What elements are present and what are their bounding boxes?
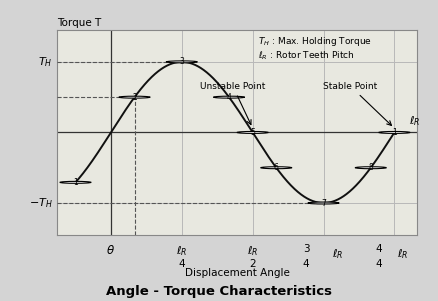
Text: 6: 6 (273, 163, 278, 172)
Text: $\mathit{\ell}_R$: $\mathit{\ell}_R$ (247, 244, 258, 258)
Text: Stable Point: Stable Point (322, 82, 391, 126)
Text: 4: 4 (302, 259, 309, 269)
Ellipse shape (213, 96, 244, 98)
Ellipse shape (307, 202, 338, 204)
Ellipse shape (237, 132, 268, 133)
Text: $\mathit{\ell}_R$: $\mathit{\ell}_R$ (331, 247, 343, 261)
Text: $T_H$: $T_H$ (38, 55, 53, 69)
Text: $T_H$ : Max. Holding Torque: $T_H$ : Max. Holding Torque (258, 35, 371, 48)
Text: 2: 2 (249, 259, 255, 269)
Text: 3: 3 (179, 57, 184, 66)
Text: 4: 4 (374, 244, 381, 254)
Text: $\mathit{\ell}_R$ : Rotor Teeth Pitch: $\mathit{\ell}_R$ : Rotor Teeth Pitch (258, 49, 354, 62)
Text: Angle - Torque Characteristics: Angle - Torque Characteristics (106, 285, 332, 298)
Ellipse shape (378, 132, 409, 133)
Text: 5: 5 (250, 128, 254, 137)
Ellipse shape (166, 61, 197, 63)
Text: Torque T: Torque T (57, 18, 101, 28)
Text: 4: 4 (374, 259, 381, 269)
Text: $\theta$: $\theta$ (106, 244, 115, 257)
Text: 8: 8 (367, 163, 372, 172)
Text: $\mathit{\ell}_R$: $\mathit{\ell}_R$ (408, 114, 419, 128)
Text: $\mathit{\ell}_R$: $\mathit{\ell}_R$ (176, 244, 187, 258)
Text: 1: 1 (391, 128, 396, 137)
Ellipse shape (260, 167, 291, 169)
Text: 4: 4 (178, 259, 185, 269)
Text: Displacement Angle: Displacement Angle (184, 268, 289, 278)
Text: 2: 2 (132, 93, 137, 102)
Text: 1: 1 (73, 178, 78, 187)
Ellipse shape (119, 96, 150, 98)
Text: Unstable Point: Unstable Point (200, 82, 265, 125)
Text: $\mathit{\ell}_R$: $\mathit{\ell}_R$ (396, 247, 408, 261)
Text: $-T_H$: $-T_H$ (29, 196, 53, 210)
Text: 3: 3 (302, 244, 309, 254)
Ellipse shape (60, 182, 91, 183)
Text: 4: 4 (226, 93, 231, 102)
Text: 7: 7 (320, 199, 325, 207)
Ellipse shape (354, 167, 385, 169)
